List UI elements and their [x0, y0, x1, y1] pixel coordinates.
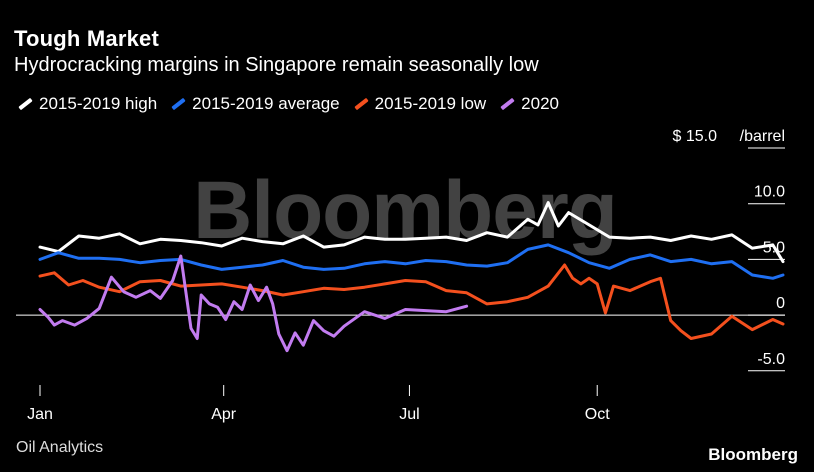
series-line-3	[38, 254, 469, 353]
y-tick-label: 10.0	[754, 184, 785, 201]
watermark-logo: Bloomberg	[193, 165, 617, 256]
brand-logo: Bloomberg	[708, 445, 798, 464]
x-tick-label: Oct	[585, 406, 610, 423]
legend-label-low: 2015-2019 low	[374, 94, 487, 113]
y-tick-label: 0	[776, 295, 785, 312]
y-tick-label: $ 15.0	[673, 128, 718, 145]
legend-label-average: 2015-2019 average	[192, 94, 340, 113]
source-note: Oil Analytics	[16, 439, 104, 456]
x-tick-label: Jul	[399, 406, 419, 423]
legend-label-high: 2015-2019 high	[39, 94, 158, 113]
series-line-2	[38, 263, 785, 340]
chart-title: Tough Market	[14, 26, 159, 51]
legend-item-low: 2015-2019 low	[353, 94, 487, 114]
series-line-1	[38, 243, 785, 280]
legend-item-2020: 2020	[500, 94, 559, 114]
legend: 2015-2019 high 2015-2019 average 2015-20…	[18, 94, 559, 114]
y-tick-label: -5.0	[757, 351, 785, 368]
chart-subtitle: Hydrocracking margins in Singapore remai…	[14, 54, 539, 76]
x-tick-label: Jan	[27, 406, 53, 423]
y-unit-label: /barrel	[740, 128, 785, 145]
x-tick-label: Apr	[211, 406, 237, 423]
series-line-0	[38, 201, 785, 264]
legend-item-high: 2015-2019 high	[18, 94, 157, 114]
legend-item-average: 2015-2019 average	[171, 94, 340, 114]
legend-label-2020: 2020	[521, 94, 559, 113]
